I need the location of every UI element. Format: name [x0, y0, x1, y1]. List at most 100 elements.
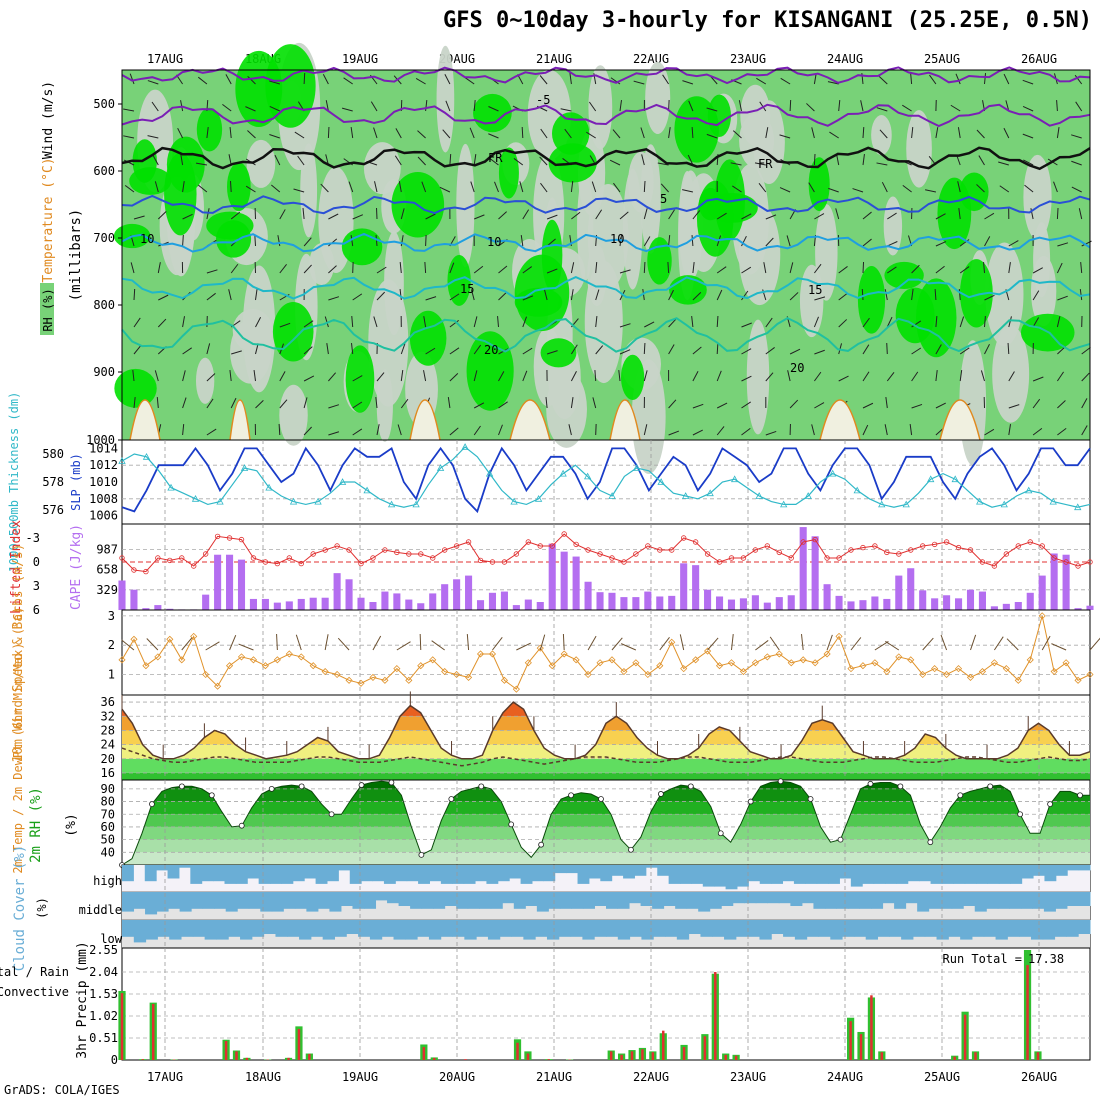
lifted-index-point	[430, 555, 436, 561]
thickness-point	[167, 483, 175, 491]
wind-speed-point	[799, 656, 807, 664]
wind-barb	[540, 182, 548, 193]
wind-barb	[687, 154, 694, 166]
wind-barb	[498, 292, 507, 301]
cloud-bar-low	[346, 920, 359, 934]
precip-tick-label: 1.53	[89, 987, 118, 1001]
surface-wind-barb	[276, 633, 278, 651]
lifted-index-point	[812, 536, 818, 543]
wind-speed-point	[357, 679, 365, 687]
cloud-bar-middle	[1032, 892, 1045, 909]
wind-barb	[182, 397, 187, 409]
wind-barb	[444, 73, 451, 85]
cloud-bar-middle	[905, 892, 918, 904]
wind-barb	[133, 215, 145, 220]
cloud-bar-low	[192, 920, 206, 937]
wind-barb	[911, 403, 923, 409]
wind-barb	[1022, 79, 1034, 85]
wind-barb	[473, 316, 478, 328]
rh-point	[897, 783, 904, 790]
cape-bar	[787, 595, 795, 610]
wind-barb	[400, 370, 404, 382]
cloud-bar-middle	[801, 892, 814, 904]
lifted-index-point	[645, 543, 651, 549]
wind-barb	[998, 161, 1009, 166]
wind-barb	[303, 426, 312, 436]
wind-barb	[765, 430, 777, 436]
rh-moist-region	[937, 177, 972, 250]
wind-barb	[935, 315, 938, 328]
lifted-index-point	[824, 555, 830, 561]
cloud-bar-low	[487, 920, 501, 940]
wind-barb	[1008, 262, 1011, 274]
wind-barb	[326, 343, 329, 355]
cape-tick-label: 329	[96, 583, 118, 597]
cloud-bar-high	[270, 865, 282, 884]
cloud-bar-low	[629, 920, 642, 937]
cloud-bar-middle	[986, 892, 999, 909]
wind-barb	[765, 214, 777, 220]
wind-barb	[633, 80, 645, 85]
wind-barb	[1075, 101, 1083, 112]
wind-barb	[400, 398, 409, 409]
rh-moist-region	[132, 139, 157, 183]
cape-bar	[572, 556, 580, 610]
wind-barb	[758, 183, 767, 193]
wind-speed-point	[919, 670, 927, 679]
wind-speed-point	[954, 665, 963, 673]
cloud-bar-low	[700, 920, 713, 937]
wind-barb	[473, 265, 484, 274]
wind-barb	[394, 155, 402, 166]
cape-bar	[656, 596, 664, 610]
wind-barb	[643, 236, 651, 247]
cloud-bar-middle	[917, 892, 930, 912]
cloud-bar-middle	[191, 892, 204, 909]
surface-wind-barb	[1041, 635, 1051, 651]
wind-barb	[813, 73, 817, 85]
wind-barb	[1032, 427, 1043, 436]
wind-barb	[1032, 376, 1044, 382]
rh-tick-label: 90	[101, 782, 115, 796]
wind-barb	[473, 344, 482, 355]
wind-barb	[417, 156, 426, 166]
precip-convective-bar	[141, 1059, 145, 1060]
wind-speed-point	[572, 656, 580, 664]
rh-dry-region	[309, 243, 335, 286]
wind-barb	[814, 402, 825, 409]
wind-barb	[691, 126, 694, 139]
cloud-bar-low	[204, 920, 217, 940]
lifted-index-point	[1075, 563, 1081, 569]
wind-speed-point	[309, 662, 317, 670]
cloud-bar-high	[771, 865, 784, 884]
cloud-bar-low	[417, 920, 430, 937]
rh-point	[598, 796, 604, 802]
wind-barb	[668, 430, 680, 436]
wind-speed-point	[512, 685, 520, 693]
wind-barb	[157, 211, 167, 220]
cloud-bar-high	[383, 865, 396, 884]
wind-barb	[1056, 207, 1059, 220]
rh-point	[867, 780, 874, 787]
rh-moist-region	[808, 157, 830, 212]
wind-barb	[147, 135, 159, 139]
rh-moist-region	[959, 259, 993, 328]
cloud-bar-low	[358, 920, 371, 937]
temp-contour-25	[939, 399, 981, 441]
cloud-bar-low	[558, 920, 572, 937]
wind-speed-point	[297, 653, 305, 661]
wind-barb	[959, 347, 970, 355]
slp-tick-label: 1010	[89, 475, 118, 489]
cape-bar	[966, 589, 975, 610]
wind-barb	[643, 342, 646, 355]
wind-barb	[910, 72, 913, 85]
wind-barb	[1071, 186, 1082, 193]
wind-barb	[588, 101, 597, 112]
cloud-bar-middle	[237, 892, 250, 909]
precip-convective-bar	[641, 1049, 644, 1060]
wind-barb	[957, 181, 961, 193]
precip-tick-label: 2.55	[89, 943, 118, 957]
rh-point	[987, 783, 994, 790]
wind-barb	[322, 74, 329, 85]
cloud-bar-middle	[133, 892, 146, 909]
rh-point	[568, 792, 574, 799]
